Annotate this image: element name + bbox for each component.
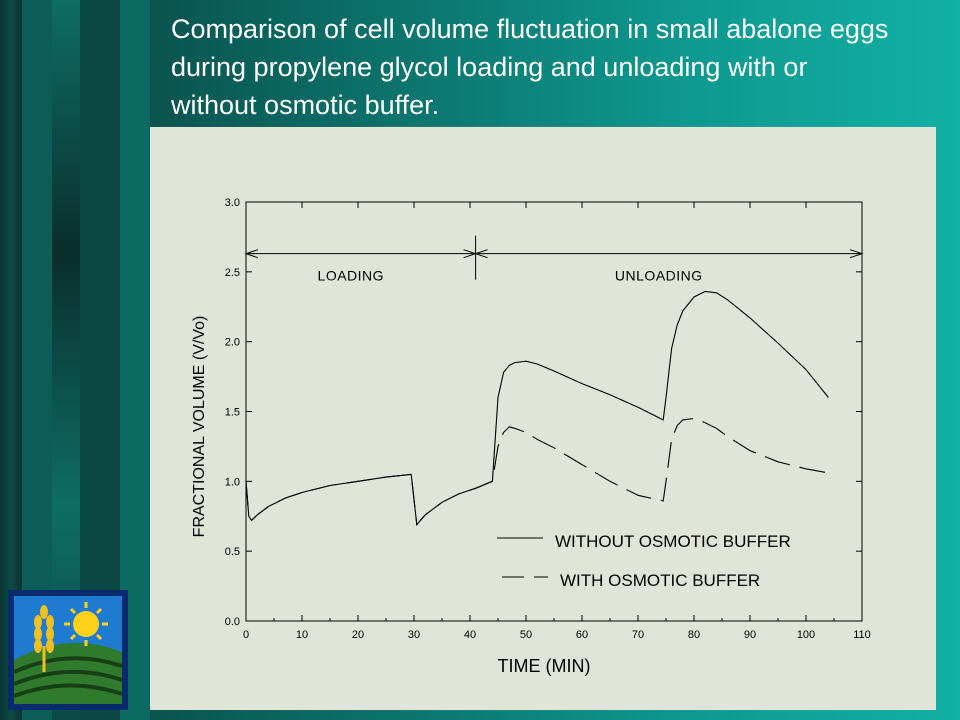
phase-arrow-head-left (474, 249, 488, 259)
phase-label: UNLOADING (615, 268, 703, 284)
y-tick-label: 2.0 (225, 337, 240, 349)
legend-label: WITHOUT OSMOTIC BUFFER (555, 532, 791, 551)
x-tick-label: 80 (688, 629, 700, 641)
legend: WITHOUT OSMOTIC BUFFER WITH OSMOTIC BUFFE… (497, 532, 791, 590)
x-tick-label: 110 (853, 629, 871, 641)
x-tick-label: 90 (744, 629, 756, 641)
x-tick-label: 40 (464, 629, 476, 641)
volume-chart: 0 10 20 30 40 50 60 70 80 90 100 110 0.0 0.5 1.0 1.5 2.0… (191, 197, 871, 676)
y-tick-label: 1.0 (225, 476, 240, 488)
chart-panel: 0 10 20 30 40 50 60 70 80 90 100 110 0.0 0.5 1.0 1.5 2.0… (150, 127, 936, 710)
axes: 0 10 20 30 40 50 60 70 80 90 100 110 0.0 0.5 1.0 1.5 2.0… (191, 197, 871, 676)
plot-frame (245, 201, 863, 622)
x-tick-label: 60 (576, 629, 588, 641)
phase-arrow-head-left (244, 249, 259, 259)
series-line (245, 290, 829, 526)
y-tick-label: 2.5 (225, 267, 240, 279)
series-lines (245, 290, 829, 526)
x-tick-label: 50 (520, 629, 532, 641)
x-tick-label: 100 (797, 629, 815, 641)
phase-label: LOADING (318, 268, 385, 284)
y-tick-label: 3.0 (225, 197, 240, 209)
x-axis-label: TIME (MIN) (498, 656, 591, 676)
slide-title: Comparison of cell volume fluctuation in… (171, 14, 889, 120)
x-tick-label: 10 (296, 629, 308, 641)
y-tick-label: 0.0 (225, 616, 240, 628)
agriculture-logo-icon (8, 590, 128, 710)
x-tick-label: 70 (632, 629, 644, 641)
x-tick-label: 30 (408, 629, 420, 641)
y-tick-label: 0.5 (225, 546, 240, 558)
phase-markers: LOADING UNLOADING (244, 235, 864, 284)
x-tick-label: 20 (352, 629, 364, 641)
y-axis-label: FRACTIONAL VOLUME (V/Vo) (191, 316, 208, 538)
series-line (245, 417, 829, 526)
phase-arrow-head-right (849, 249, 864, 259)
x-tick-label: 0 (243, 629, 249, 641)
y-tick-label: 1.5 (225, 407, 240, 419)
legend-label: WITH OSMOTIC BUFFER (560, 571, 760, 590)
